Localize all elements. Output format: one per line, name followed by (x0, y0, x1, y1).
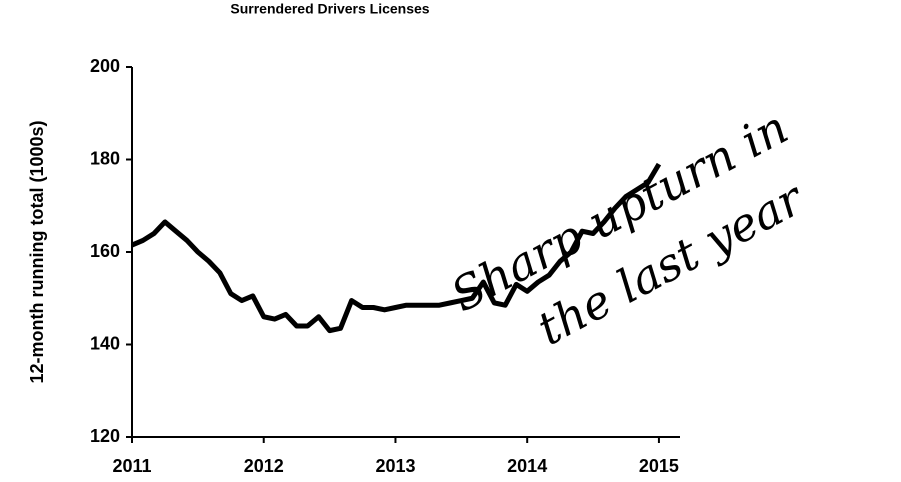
line (131, 162, 662, 334)
y-tick-label: 180 (90, 148, 120, 168)
y-tick-label: 160 (90, 241, 120, 261)
annotation: Sharp upturn in the last year (442, 100, 814, 356)
x-tick-label: 2014 (507, 456, 547, 476)
y-tick-label: 140 (90, 333, 120, 353)
y-axis-label: 12-month running total (1000s) (27, 120, 47, 383)
chart-title: Surrendered Drivers Licenses (230, 1, 429, 17)
y-tick-label: 200 (90, 56, 120, 76)
x-tick-label: 2013 (375, 456, 415, 476)
x-tick-label: 2015 (639, 456, 679, 476)
x-tick-label: 2012 (244, 456, 284, 476)
x-tick-label: 2011 (112, 456, 151, 476)
y-tick-label: 120 (90, 426, 120, 446)
